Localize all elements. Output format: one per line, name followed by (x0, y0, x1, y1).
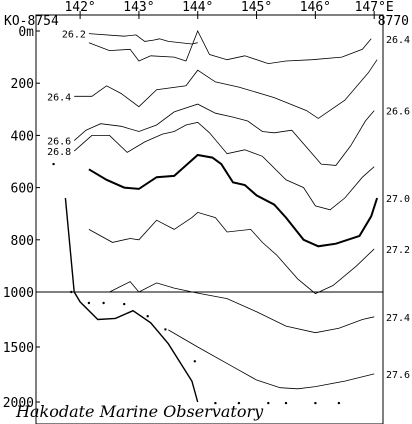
bottom-profile-line (64, 197, 199, 403)
y-tick-label-3: 600 (11, 182, 34, 197)
sample-point-0 (52, 162, 55, 166)
isopycnal-27-line-5 (88, 153, 379, 248)
y-tick-label-2: 400 (11, 129, 34, 144)
x-tick-label-5: 147°E (355, 0, 394, 15)
y-tick-label-5: 1000 (3, 286, 34, 301)
credit-label: Hakodate Marine Observatory (15, 402, 264, 421)
labels-layer: KO-8754 8770 Hakodate Marine Observatory… (3, 0, 410, 421)
sample-point-1 (70, 290, 73, 294)
y-tick-label-1: 200 (11, 77, 34, 92)
ticks-layer (36, 11, 375, 403)
y-tick-label-0: 0m (18, 25, 34, 40)
x-tick-label-0: 142° (64, 0, 95, 15)
isopycnal-27-2-line-6 (88, 211, 375, 295)
isopycnal-27-6-line-8 (168, 329, 375, 390)
y-tick-label-7: 2000 (3, 396, 34, 411)
isopycnal-26-4-line-1 (88, 30, 372, 65)
x-tick-label-4: 146° (300, 0, 331, 15)
contour-label-left-0: 26.2 (62, 30, 86, 41)
sample-point-4 (123, 302, 126, 306)
station-label-right: 8770 (378, 14, 409, 29)
contour-label-right-3: 26.6 (386, 107, 410, 118)
contour-label-left-4: 26.8 (47, 147, 71, 158)
contour-label-right-7: 27.4 (386, 313, 410, 324)
sample-point-11 (284, 401, 288, 405)
sample-point-12 (314, 401, 317, 405)
sample-point-2 (87, 301, 91, 305)
station-label-left: KO-8754 (4, 14, 59, 29)
x-tick-label-1: 143° (123, 0, 154, 15)
contour-label-left-3: 26.6 (47, 137, 71, 148)
sample-point-9 (237, 401, 241, 405)
x-tick-label-3: 145° (241, 0, 272, 15)
sample-point-7 (193, 360, 196, 363)
isopycnal-26-2-line-0 (88, 33, 198, 45)
isopycnal-26-8-line-4 (73, 121, 375, 211)
contour-label-left-2: 26.4 (47, 92, 71, 103)
plot-frame (35, 14, 384, 424)
isopycnal-26-6-line-3 (73, 103, 375, 166)
contour-label-right-5: 27.0 (386, 194, 410, 205)
contour-label-right-1: 26.4 (386, 35, 410, 46)
isopycnal-27-4-line-7 (109, 281, 375, 334)
contours-layer (36, 30, 383, 405)
sample-point-10 (267, 401, 270, 405)
y-tick-label-6: 1500 (3, 341, 34, 356)
sample-point-5 (146, 315, 149, 318)
y-tick-label-4: 800 (11, 234, 34, 249)
sample-point-8 (214, 401, 217, 405)
isopycnal-26-4-line-2 (74, 59, 378, 119)
x-tick-label-2: 144° (182, 0, 213, 15)
frame-layer (35, 14, 384, 424)
contour-label-right-6: 27.2 (386, 245, 410, 256)
sample-point-6 (164, 328, 167, 331)
contour-label-right-8: 27.6 (386, 370, 410, 381)
sample-point-3 (102, 301, 105, 305)
sample-point-13 (337, 401, 341, 405)
